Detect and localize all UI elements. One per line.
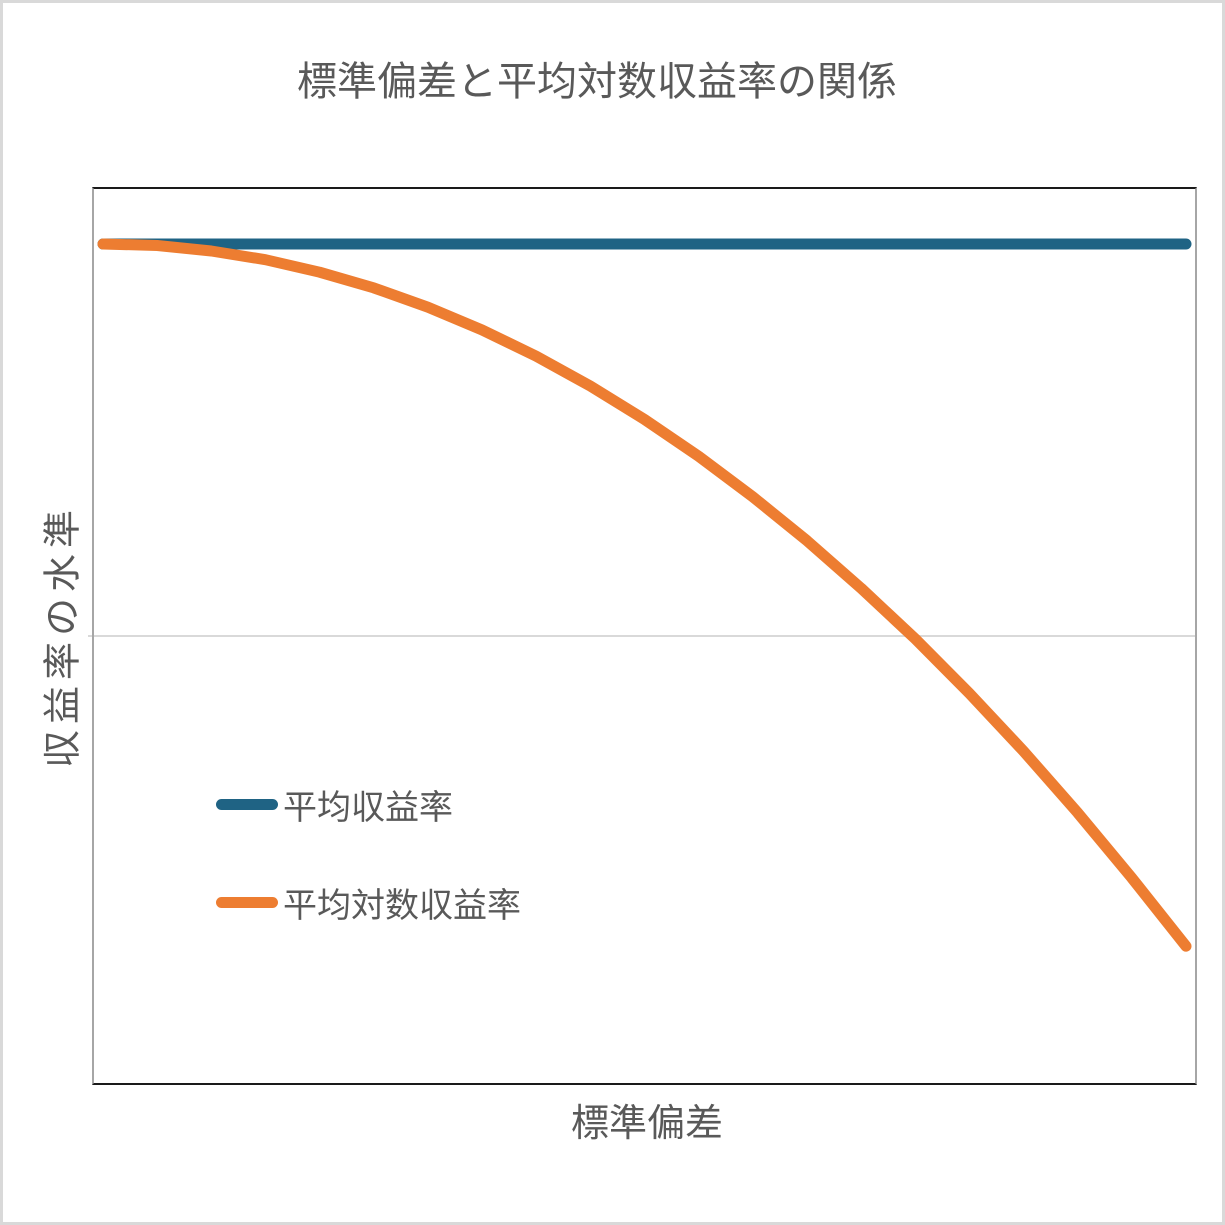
legend-label-mean-return: 平均収益率 bbox=[283, 789, 453, 827]
y-axis-title: 収益率の水準 bbox=[42, 503, 85, 769]
legend-item-mean-return: 平均収益率 bbox=[216, 787, 453, 827]
chart-title: 標準偏差と平均対数収益率の関係 bbox=[297, 59, 897, 104]
legend-item-mean-log-return: 平均対数収益率 bbox=[216, 885, 521, 925]
series-line-mean-log-return bbox=[97, 238, 1192, 952]
x-axis-title: 標準偏差 bbox=[570, 1103, 724, 1145]
legend-swatch-mean-log-return bbox=[216, 896, 278, 908]
plot-series-layer bbox=[97, 238, 1192, 952]
plot-area-border bbox=[92, 187, 1197, 1085]
legend-label-mean-log-return: 平均対数収益率 bbox=[283, 887, 521, 925]
legend-swatch-mean-return bbox=[216, 798, 278, 810]
zero-gridline bbox=[88, 635, 1195, 637]
